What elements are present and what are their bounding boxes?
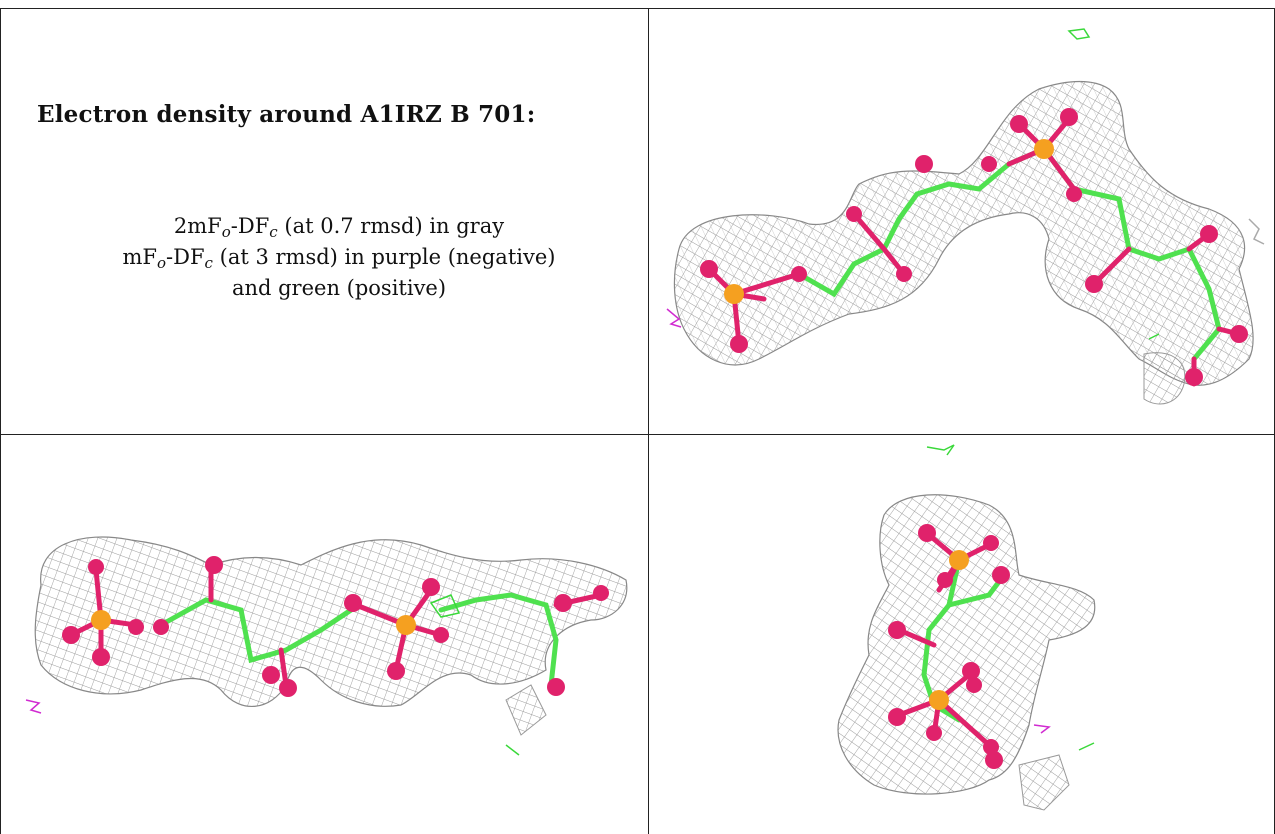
phosphorus-atoms [724, 139, 1054, 304]
legend-text: -DF [166, 245, 205, 269]
mesh-surface [34, 536, 628, 736]
legend-line-mfo: mFo-DFc (at 3 rmsd) in purple (negative) [39, 242, 639, 273]
legend-line-3: and green (positive) [231, 276, 447, 300]
legend-subscript: c [269, 223, 278, 241]
legend-text: mF [122, 245, 157, 269]
render-bottom-left [1, 435, 648, 834]
oxygen-atoms [700, 108, 1248, 386]
mesh-surface [673, 80, 1254, 405]
figure-title: Electron density around A1IRZ B 701: [37, 101, 536, 128]
rule-center [648, 8, 649, 834]
legend-subscript: o [157, 254, 167, 272]
oxygen-atoms [888, 524, 1010, 769]
text-cell: Electron density around A1IRZ B 701: 2mF… [1, 9, 648, 434]
density-render-svg [837, 444, 1096, 811]
phosphorus-atoms [929, 550, 969, 710]
legend-text: -DF [230, 214, 270, 238]
legend-subscript: o [221, 223, 231, 241]
legend-text: 2mF [173, 214, 222, 238]
density-render-svg [666, 28, 1265, 405]
mesh-surface [837, 494, 1096, 811]
difference-density [666, 28, 1265, 340]
rule-top [0, 8, 1275, 9]
difference-density [926, 444, 1095, 751]
difference-density [25, 594, 520, 756]
density-render-svg [25, 536, 628, 756]
legend-text: (at 3 rmsd) in purple (negative) [212, 245, 556, 269]
ligand-bonds [158, 592, 559, 688]
phosphorus-atoms [91, 610, 416, 635]
ligand-bonds [796, 146, 1222, 362]
legend-subscript: c [204, 254, 213, 272]
oxygen-bonds [706, 116, 1242, 387]
density-legend: 2mFo-DFc (at 0.7 rmsd) in gray mFo-DFc (… [39, 211, 639, 304]
legend-line-2mfo: 2mFo-DFc (at 0.7 rmsd) in gray [39, 211, 639, 242]
rule-middle [0, 434, 1275, 435]
render-top-right [649, 9, 1274, 434]
legend-text: (at 0.7 rmsd) in gray [277, 214, 505, 238]
oxygen-atoms [62, 556, 609, 697]
rule-left [0, 8, 1, 834]
render-bottom-right [649, 435, 1274, 834]
